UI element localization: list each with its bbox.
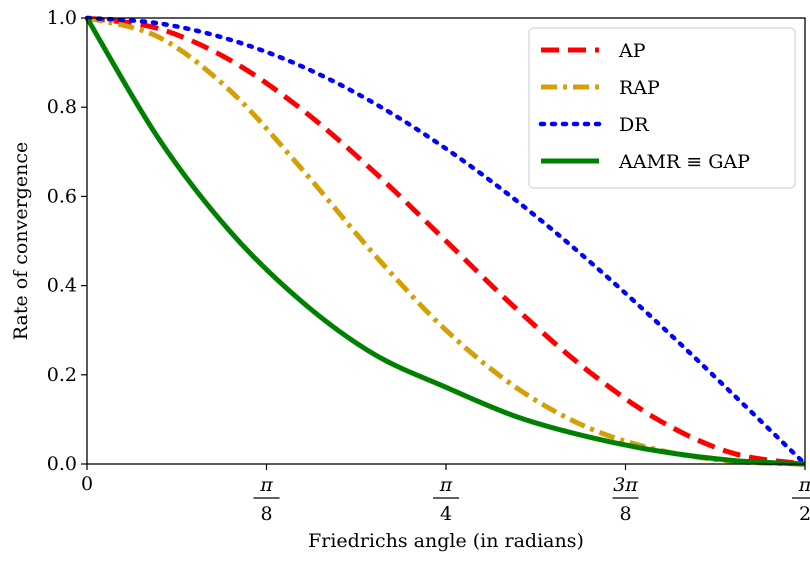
x-tick-numerator: π bbox=[798, 474, 810, 496]
legend-label-rap: RAP bbox=[619, 77, 660, 99]
x-tick-label: π2 bbox=[792, 474, 810, 525]
series-line-ap bbox=[86, 15, 806, 467]
y-tick-label: 1.0 bbox=[47, 7, 77, 29]
legend-label-aamr-gap: AAMR ≡ GAP bbox=[618, 151, 750, 173]
series-curves bbox=[84, 15, 808, 467]
legend-box bbox=[528, 27, 796, 189]
x-tick-denominator: 4 bbox=[440, 503, 452, 525]
y-tick-label: 0.0 bbox=[47, 453, 77, 475]
legend: AP RAP DR AAMR ≡ GAP bbox=[528, 27, 796, 189]
series-line-dr bbox=[84, 15, 808, 467]
x-tick-label: π4 bbox=[433, 474, 459, 525]
legend-label-ap: AP bbox=[618, 40, 646, 62]
y-axis: 0.0 0.2 0.4 0.6 0.8 1.0 bbox=[47, 7, 87, 475]
x-tick-numerator: 3π bbox=[613, 474, 638, 496]
x-axis-title: Friedrichs angle (in radians) bbox=[308, 530, 584, 552]
y-axis-title: Rate of convergence bbox=[10, 142, 32, 340]
y-tick-label: 0.2 bbox=[47, 364, 77, 386]
x-tick-label: π8 bbox=[253, 474, 280, 525]
x-tick-denominator: 2 bbox=[799, 503, 810, 525]
x-tick-numerator: π bbox=[439, 474, 453, 496]
y-tick-label: 0.4 bbox=[47, 275, 77, 297]
series-line-aamr-gap bbox=[84, 16, 806, 467]
x-tick-numerator: π bbox=[259, 474, 273, 496]
y-tick-label: 0.8 bbox=[47, 96, 77, 118]
legend-label-dr: DR bbox=[619, 114, 649, 136]
x-tick-label: 0 bbox=[81, 473, 93, 495]
x-tick-denominator: 8 bbox=[619, 503, 631, 525]
x-tick-denominator: 8 bbox=[260, 503, 272, 525]
y-tick-label: 0.6 bbox=[47, 185, 77, 207]
x-tick-label: 3π8 bbox=[612, 474, 639, 525]
